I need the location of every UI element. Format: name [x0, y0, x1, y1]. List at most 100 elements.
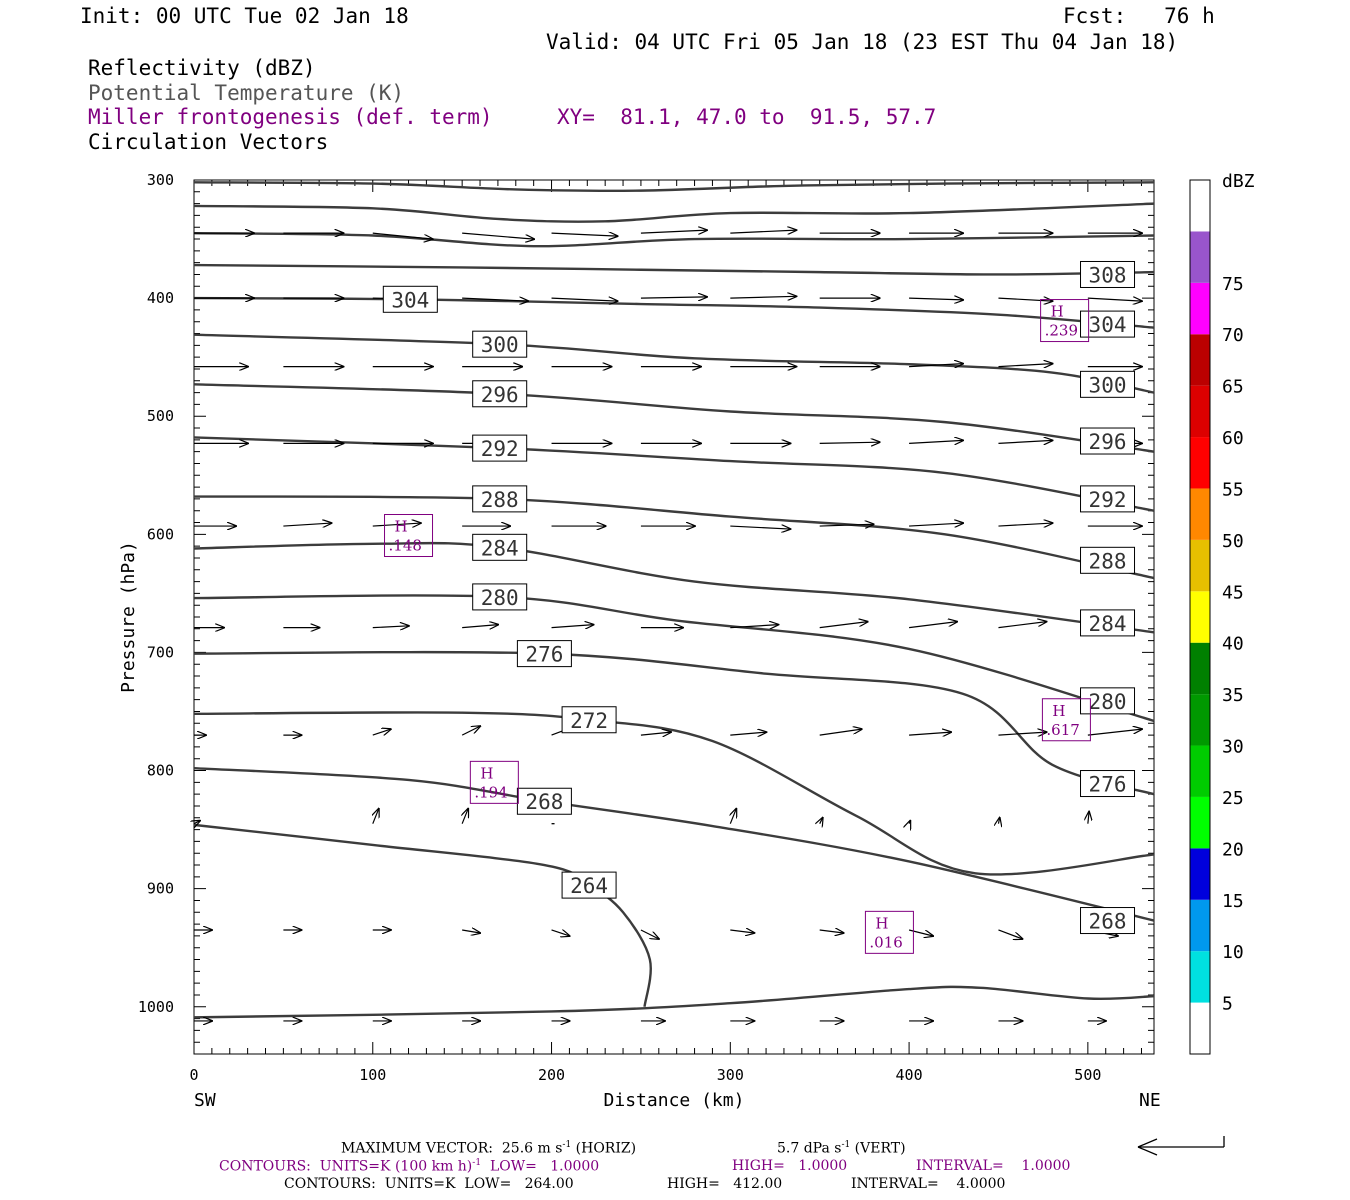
vector-arrow [283, 523, 331, 526]
vector-arrow [998, 929, 1022, 939]
x-tick-label: 200 [538, 1066, 565, 1084]
contour-label-box [1080, 770, 1136, 798]
colorbar-segment [1190, 591, 1210, 643]
contour-label: 288 [1089, 549, 1127, 573]
vector-arrow [194, 821, 200, 824]
vector-arrow [998, 732, 1046, 735]
colorbar-title: dBZ [1222, 171, 1255, 192]
isentrope-line [193, 495, 1155, 580]
contour-label: 292 [481, 437, 519, 461]
frontogenesis-high-box [1040, 299, 1090, 343]
contour-label: 280 [481, 586, 519, 610]
vector-arrow [730, 526, 790, 529]
isentrope-line [193, 711, 1155, 876]
y-tick-label: 400 [147, 289, 174, 307]
isentrope-line [193, 985, 1155, 1019]
reference-vector-icon [1137, 1136, 1225, 1156]
field-potential-temperature: Potential Temperature (K) [88, 81, 405, 105]
field-reflectivity: Reflectivity (dBZ) [88, 56, 316, 80]
colorbar-segment [1190, 848, 1210, 900]
isentrope-line [193, 202, 1155, 223]
x-axis-title: Distance (km) [604, 1090, 745, 1111]
frontogenesis-high-value: .194 [474, 783, 507, 801]
frontogenesis-high-symbol: H [1051, 303, 1064, 321]
colorbar-segment [1190, 539, 1210, 592]
contour-label: 300 [1089, 373, 1127, 397]
vector-arrow [640, 230, 707, 233]
isentrope-contours [193, 181, 1155, 1019]
vector-arrow [909, 821, 910, 824]
vector-arrow [998, 298, 1052, 301]
max-vector-horiz: MAXIMUM VECTOR: 25.6 m s-1 (HORIZ) [341, 1140, 637, 1157]
contour-label-box [1080, 310, 1136, 338]
vector-arrow [1087, 729, 1142, 736]
contour-label: 284 [481, 536, 519, 560]
contour-label-box [561, 871, 617, 899]
theta-contour-high: HIGH= 412.00 [667, 1176, 783, 1192]
colorbar-label: 65 [1222, 377, 1244, 398]
contour-label: 272 [570, 709, 608, 733]
contour-label: 276 [1089, 773, 1127, 797]
colorbar-segment [1190, 180, 1210, 232]
valid-time: Valid: 04 UTC Fri 05 Jan 18 (23 EST Thu … [546, 30, 1179, 54]
y-tick-label: 900 [147, 880, 174, 898]
isentrope-line [193, 650, 1155, 796]
vector-arrow [462, 625, 498, 628]
frontogenesis-high-value: .148 [389, 537, 422, 555]
contour-label-box [472, 485, 528, 513]
contour-label: 276 [525, 643, 563, 667]
colorbar-segment [1190, 385, 1210, 438]
frontogenesis-contour-info: CONTOURS: UNITS=K (100 km h)-1 LOW= 1.00… [219, 1158, 600, 1175]
colorbar-segment [1190, 488, 1210, 540]
colorbar-label: 10 [1222, 942, 1244, 963]
frontogenesis-high-box [1041, 698, 1091, 742]
frontogenesis-high-symbol: H [1052, 702, 1065, 720]
colorbar-segment [1190, 899, 1210, 952]
isentrope-line [193, 333, 1155, 394]
x-tick-label: 300 [717, 1066, 744, 1084]
contour-label-box [1080, 260, 1136, 288]
y-axis-title: Pressure (hPa) [118, 541, 139, 693]
contour-label: 308 [1089, 263, 1127, 287]
vector-arrow [551, 930, 570, 936]
frontogenesis-contour-interval: INTERVAL= 1.0000 [916, 1158, 1071, 1174]
colorbar-label: 25 [1222, 788, 1244, 809]
plot-frame [193, 179, 1155, 1055]
vector-arrow [909, 732, 951, 735]
contour-labels: 308 304 304 300 300 296 296 292 292 288 288 284 284 2… [382, 260, 1136, 935]
colorbar-label: 60 [1222, 428, 1244, 449]
x-right-end-label: NE [1139, 1090, 1161, 1111]
contour-label-box [472, 330, 528, 358]
contour-label-box [516, 640, 572, 668]
frontogenesis-high-value: .239 [1045, 322, 1078, 340]
contour-label-box [561, 706, 617, 734]
field-frontogenesis: Miller frontogenesis (def. term) [88, 105, 493, 129]
x-tick-labels: 0 100 200 300 400 500 [189, 1066, 1101, 1084]
contour-label: 268 [525, 790, 563, 814]
frontogenesis-high-value: .016 [869, 933, 902, 951]
vector-arrow [640, 297, 707, 298]
vector-arrow [730, 230, 796, 233]
frontogenesis-high-value: .617 [1046, 721, 1079, 739]
y-tick-label: 600 [147, 525, 174, 543]
axis-ticks [193, 179, 1154, 1055]
contour-label: 292 [1089, 488, 1127, 512]
colorbar-frame [1189, 179, 1211, 1055]
vector-arrow [820, 818, 823, 824]
contour-label: 264 [570, 874, 608, 898]
colorbar-label: 20 [1222, 839, 1244, 860]
vector-arrow [998, 818, 999, 824]
colorbar-label: 55 [1222, 479, 1244, 500]
vector-arrow [998, 440, 1052, 443]
x-tick-label: 400 [896, 1066, 923, 1084]
colorbar-segment [1190, 642, 1210, 695]
vector-arrow [730, 296, 796, 298]
frontogenesis-high-symbol: H [395, 518, 408, 536]
x-tick-label: 100 [359, 1066, 386, 1084]
vector-arrow [461, 726, 480, 736]
colorbar-segment [1190, 231, 1210, 283]
contour-label-box [1080, 427, 1136, 455]
theta-contour-info: CONTOURS: UNITS=K LOW= 264.00 [284, 1176, 574, 1192]
isentrope-line [193, 231, 1155, 248]
